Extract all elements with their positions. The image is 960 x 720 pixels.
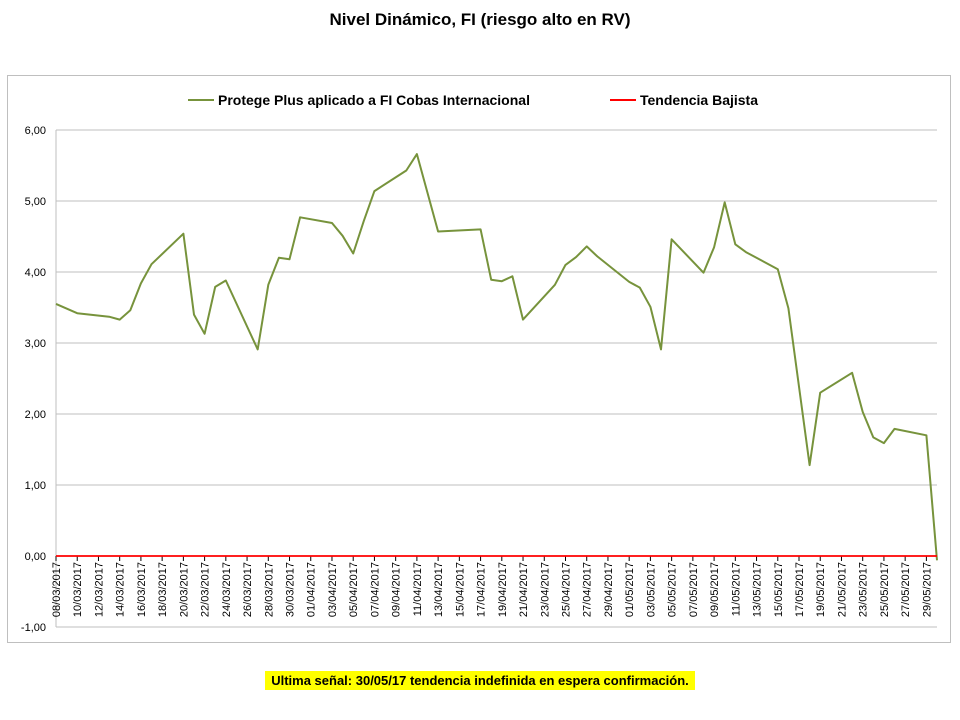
x-tick-label: 25/04/2017 (560, 562, 572, 617)
gridlines (56, 129, 937, 628)
x-tick-label: 08/03/2017 (51, 562, 63, 617)
series-layer (55, 153, 938, 561)
x-tick-label: 29/04/2017 (603, 562, 615, 617)
x-tick-label: 05/05/2017 (667, 562, 679, 617)
x-tick-label: 05/04/2017 (348, 562, 360, 617)
y-tick-label: 4,00 (25, 267, 46, 279)
series-line-0 (55, 153, 938, 561)
x-tick-label: 07/05/2017 (688, 562, 700, 617)
y-tick-label: 2,00 (25, 409, 46, 421)
x-tick-label: 11/05/2017 (730, 562, 742, 616)
last-signal-note: Ultima señal: 30/05/17 tendencia indefin… (265, 671, 695, 690)
chart-title: Nivel Dinámico, FI (riesgo alto en RV) (329, 10, 631, 29)
x-tick-label: 09/05/2017 (709, 562, 721, 617)
legend-label: Tendencia Bajista (640, 92, 758, 108)
x-tick-label: 03/05/2017 (645, 562, 657, 617)
footnote: Ultima señal: 30/05/17 tendencia indefin… (0, 671, 960, 690)
y-tick-label: 3,00 (25, 338, 46, 350)
x-tick-label: 14/03/2017 (115, 562, 127, 617)
legend: Protege Plus aplicado a FI Cobas Interna… (188, 92, 758, 108)
y-axis: -1,00 0,00 1,00 2,00 3,00 4,00 5,00 6,00 (21, 125, 57, 634)
x-tick-label: 23/04/2017 (539, 562, 551, 617)
x-tick-label: 28/03/2017 (263, 562, 275, 617)
x-tick-label: 01/05/2017 (624, 562, 636, 617)
x-tick-label: 30/03/2017 (285, 562, 297, 617)
x-tick-label: 21/04/2017 (518, 562, 530, 617)
x-tick-label: 19/04/2017 (497, 562, 509, 617)
x-tick-label: 18/03/2017 (157, 562, 169, 617)
y-tick-label: 5,00 (25, 196, 46, 208)
x-tick-label: 20/03/2017 (178, 562, 190, 617)
x-tick-label: 10/03/2017 (72, 562, 84, 617)
x-tick-label: 12/03/2017 (93, 562, 105, 617)
x-tick-label: 17/05/2017 (794, 562, 806, 617)
y-tick-label: 1,00 (25, 480, 46, 492)
chart-area (7, 75, 951, 643)
x-tick-label: 13/04/2017 (433, 562, 445, 617)
x-tick-label: 03/04/2017 (327, 562, 339, 617)
x-tick-label: 19/05/2017 (815, 562, 827, 617)
y-tick-label: 0,00 (25, 551, 46, 563)
x-tick-label: 07/04/2017 (369, 562, 381, 617)
x-tick-label: 16/03/2017 (136, 562, 148, 617)
x-tick-label: 23/05/2017 (858, 562, 870, 617)
y-tick-label: -1,00 (21, 622, 46, 634)
x-tick-label: 13/05/2017 (752, 562, 764, 617)
x-tick-label: 21/05/2017 (836, 562, 848, 617)
x-tick-label: 01/04/2017 (306, 562, 318, 617)
x-tick-label: 29/05/2017 (921, 562, 933, 617)
x-tick-label: 27/05/2017 (900, 562, 912, 617)
x-tick-label: 25/05/2017 (879, 562, 891, 617)
x-tick-label: 22/03/2017 (200, 562, 212, 617)
x-tick-label: 11/04/2017 (412, 562, 424, 616)
x-tick-label: 26/03/2017 (242, 562, 254, 617)
x-tick-label: 09/04/2017 (391, 562, 403, 617)
x-tick-label: 24/03/2017 (221, 562, 233, 617)
x-tick-label: 15/04/2017 (454, 562, 466, 617)
x-tick-label: 27/04/2017 (582, 562, 594, 617)
x-tick-label: 15/05/2017 (773, 562, 785, 617)
x-tick-label: 17/04/2017 (476, 562, 488, 617)
y-tick-label: 6,00 (25, 125, 46, 137)
x-axis: 08/03/2017 10/03/2017 12/03/2017 14/03/2017… (51, 556, 933, 617)
legend-label: Protege Plus aplicado a FI Cobas Interna… (218, 92, 530, 108)
